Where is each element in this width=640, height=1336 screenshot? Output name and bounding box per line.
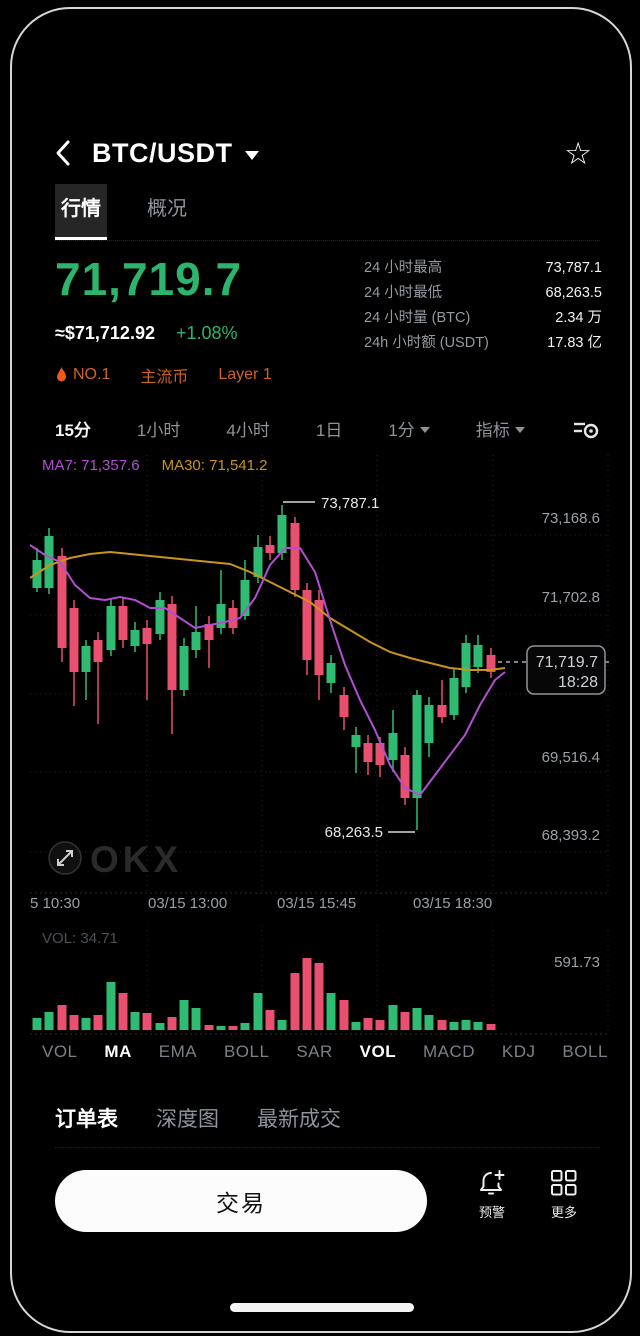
trade-button[interactable]: 交易 bbox=[55, 1170, 427, 1232]
x-label: 03/15 18:30 bbox=[413, 895, 493, 912]
y-label: 73,168.6 bbox=[542, 510, 600, 527]
bell-plus-icon bbox=[480, 1170, 505, 1195]
alert-action[interactable]: 预警 bbox=[460, 1168, 524, 1221]
bottom-tab-bar: 订单表 深度图 最新成交 bbox=[55, 1103, 600, 1148]
stat-label: 24 小时量 (BTC) bbox=[364, 310, 471, 326]
okx-watermark: OKX bbox=[90, 839, 182, 880]
tab-orderbook[interactable]: 订单表 bbox=[55, 1108, 118, 1131]
stat-row: 24 小时量 (BTC) 2.34 万 bbox=[364, 306, 602, 331]
price-tag-time: 18:28 bbox=[558, 674, 598, 691]
header: BTC/USDT ☆ bbox=[52, 130, 592, 176]
volume-gridlines bbox=[146, 925, 609, 1033]
caret-down-icon bbox=[419, 426, 430, 433]
caret-down-icon bbox=[514, 426, 525, 433]
badge-layer1[interactable]: Layer 1 bbox=[218, 366, 271, 384]
indicator-ma[interactable]: MA bbox=[104, 1042, 132, 1061]
tab-depth[interactable]: 深度图 bbox=[156, 1108, 219, 1131]
indicator-vol-sub[interactable]: VOL bbox=[359, 1042, 397, 1061]
timeframe-4h[interactable]: 4小时 bbox=[226, 421, 270, 440]
high-annotation: 73,787.1 bbox=[321, 495, 379, 512]
indicator-kdj[interactable]: KDJ bbox=[501, 1042, 536, 1061]
alert-label: 预警 bbox=[478, 1205, 505, 1220]
indicator-vol-main[interactable]: VOL bbox=[42, 1042, 78, 1061]
stat-row: 24 小时最低 68,263.5 bbox=[364, 281, 602, 306]
badge-rank-label: NO.1 bbox=[73, 366, 111, 383]
stat-value: 2.34 万 bbox=[555, 310, 602, 326]
badge-rank[interactable]: NO.1 bbox=[55, 366, 110, 384]
x-label: 03/15 13:00 bbox=[148, 895, 228, 912]
usd-price: ≈$71,712.92 bbox=[55, 323, 155, 343]
stats-panel: 24 小时最高 73,787.1 24 小时最低 68,263.5 24 小时量… bbox=[364, 256, 602, 356]
x-label: 5 10:30 bbox=[30, 895, 81, 912]
price-tag-value: 71,719.7 bbox=[536, 654, 598, 671]
badge-layer1-label: Layer 1 bbox=[218, 366, 272, 383]
stat-value: 17.83 亿 bbox=[547, 335, 602, 351]
ma30-label: MA30: 71,541.2 bbox=[161, 457, 268, 474]
timeframe-15m[interactable]: 15分 bbox=[55, 421, 91, 440]
top-tab-bar: 行情 概况 bbox=[55, 184, 600, 241]
favorite-star-icon[interactable]: ☆ bbox=[564, 135, 592, 171]
back-icon[interactable] bbox=[52, 138, 74, 168]
chart-canvas[interactable]: 73,168.6 71,702.8 69,516.4 68,393.2 73,7… bbox=[29, 455, 610, 895]
last-price: 71,719.7 bbox=[55, 253, 243, 305]
y-label: 69,516.4 bbox=[542, 749, 600, 766]
indicator-tab-bar: VOL MA EMA BOLL SAR VOL MACD KDJ BOLL bbox=[42, 1040, 608, 1064]
indicator-sar[interactable]: SAR bbox=[296, 1042, 333, 1061]
stat-label: 24h 小时额 (USDT) bbox=[364, 335, 489, 351]
stat-value: 68,263.5 bbox=[545, 285, 602, 301]
stat-row: 24h 小时额 (USDT) 17.83 亿 bbox=[364, 331, 602, 356]
more-label: 更多 bbox=[550, 1205, 577, 1220]
indicator-macd[interactable]: MACD bbox=[422, 1042, 476, 1061]
home-indicator[interactable] bbox=[230, 1303, 414, 1312]
change-percent: +1.08% bbox=[175, 323, 238, 343]
tab-market[interactable]: 行情 bbox=[55, 184, 107, 240]
volume-label: VOL: 34.71 bbox=[42, 930, 118, 947]
price-fiat-row: ≈$71,712.92 +1.08% bbox=[55, 323, 238, 344]
timeframe-1h[interactable]: 1小时 bbox=[136, 421, 181, 440]
x-label: 03/15 15:45 bbox=[277, 895, 357, 912]
stat-row: 24 小时最高 73,787.1 bbox=[364, 256, 602, 281]
stat-value: 73,787.1 bbox=[545, 260, 602, 276]
indicator-boll2[interactable]: BOLL bbox=[562, 1042, 608, 1061]
expand-arrows-icon bbox=[57, 850, 73, 866]
ma-labels: MA7: 71,357.6 MA30: 71,541.2 bbox=[42, 457, 268, 474]
indicator-ema[interactable]: EMA bbox=[158, 1042, 198, 1061]
tab-latest-trades[interactable]: 最新成交 bbox=[257, 1108, 341, 1131]
y-label: 68,393.2 bbox=[542, 827, 600, 844]
badge-mainstream-label: 主流币 bbox=[140, 369, 189, 386]
y-label: 71,702.8 bbox=[542, 589, 600, 606]
flame-icon bbox=[57, 366, 66, 381]
low-annotation: 68,263.5 bbox=[325, 824, 383, 841]
ma30-line bbox=[29, 550, 506, 671]
more-action[interactable]: 更多 bbox=[532, 1168, 596, 1221]
page-title: BTC/USDT bbox=[92, 137, 233, 168]
volume-max-label: 591.73 bbox=[554, 954, 600, 971]
chart-settings-icon[interactable] bbox=[572, 417, 600, 441]
timeframe-bar: 15分 1小时 4小时 1日 1分 指标 bbox=[55, 416, 600, 441]
indicator-dropdown[interactable]: 指标 bbox=[476, 416, 525, 441]
timeframe-more-dropdown[interactable]: 1分 bbox=[388, 416, 430, 441]
price-tag-box bbox=[526, 645, 606, 695]
timeframe-1d[interactable]: 1日 bbox=[315, 421, 343, 440]
grid-more-icon bbox=[551, 1170, 577, 1196]
volume-pane[interactable]: VOL: 34.71 591.73 bbox=[30, 925, 610, 1037]
stat-label: 24 小时最高 bbox=[364, 260, 443, 276]
stat-label: 24 小时最低 bbox=[364, 285, 443, 301]
badge-mainstream[interactable]: 主流币 bbox=[140, 363, 188, 387]
x-axis-labels: 5 10:30 03/15 13:00 03/15 15:45 03/15 18… bbox=[30, 895, 610, 917]
ma7-line bbox=[29, 544, 506, 797]
ma7-label: MA7: 71,357.6 bbox=[42, 457, 140, 474]
trade-button-label: 交易 bbox=[216, 1190, 266, 1216]
candlestick-chart[interactable]: MA7: 71,357.6 MA30: 71,541.2 73,168.6 71… bbox=[29, 455, 610, 895]
pair-dropdown-caret-icon[interactable] bbox=[244, 150, 259, 160]
volume-bars bbox=[32, 958, 496, 1030]
badge-row: NO.1 主流币 Layer 1 bbox=[55, 363, 272, 387]
indicator-boll[interactable]: BOLL bbox=[223, 1042, 270, 1061]
candles bbox=[32, 505, 496, 830]
tab-overview[interactable]: 概况 bbox=[147, 198, 187, 220]
